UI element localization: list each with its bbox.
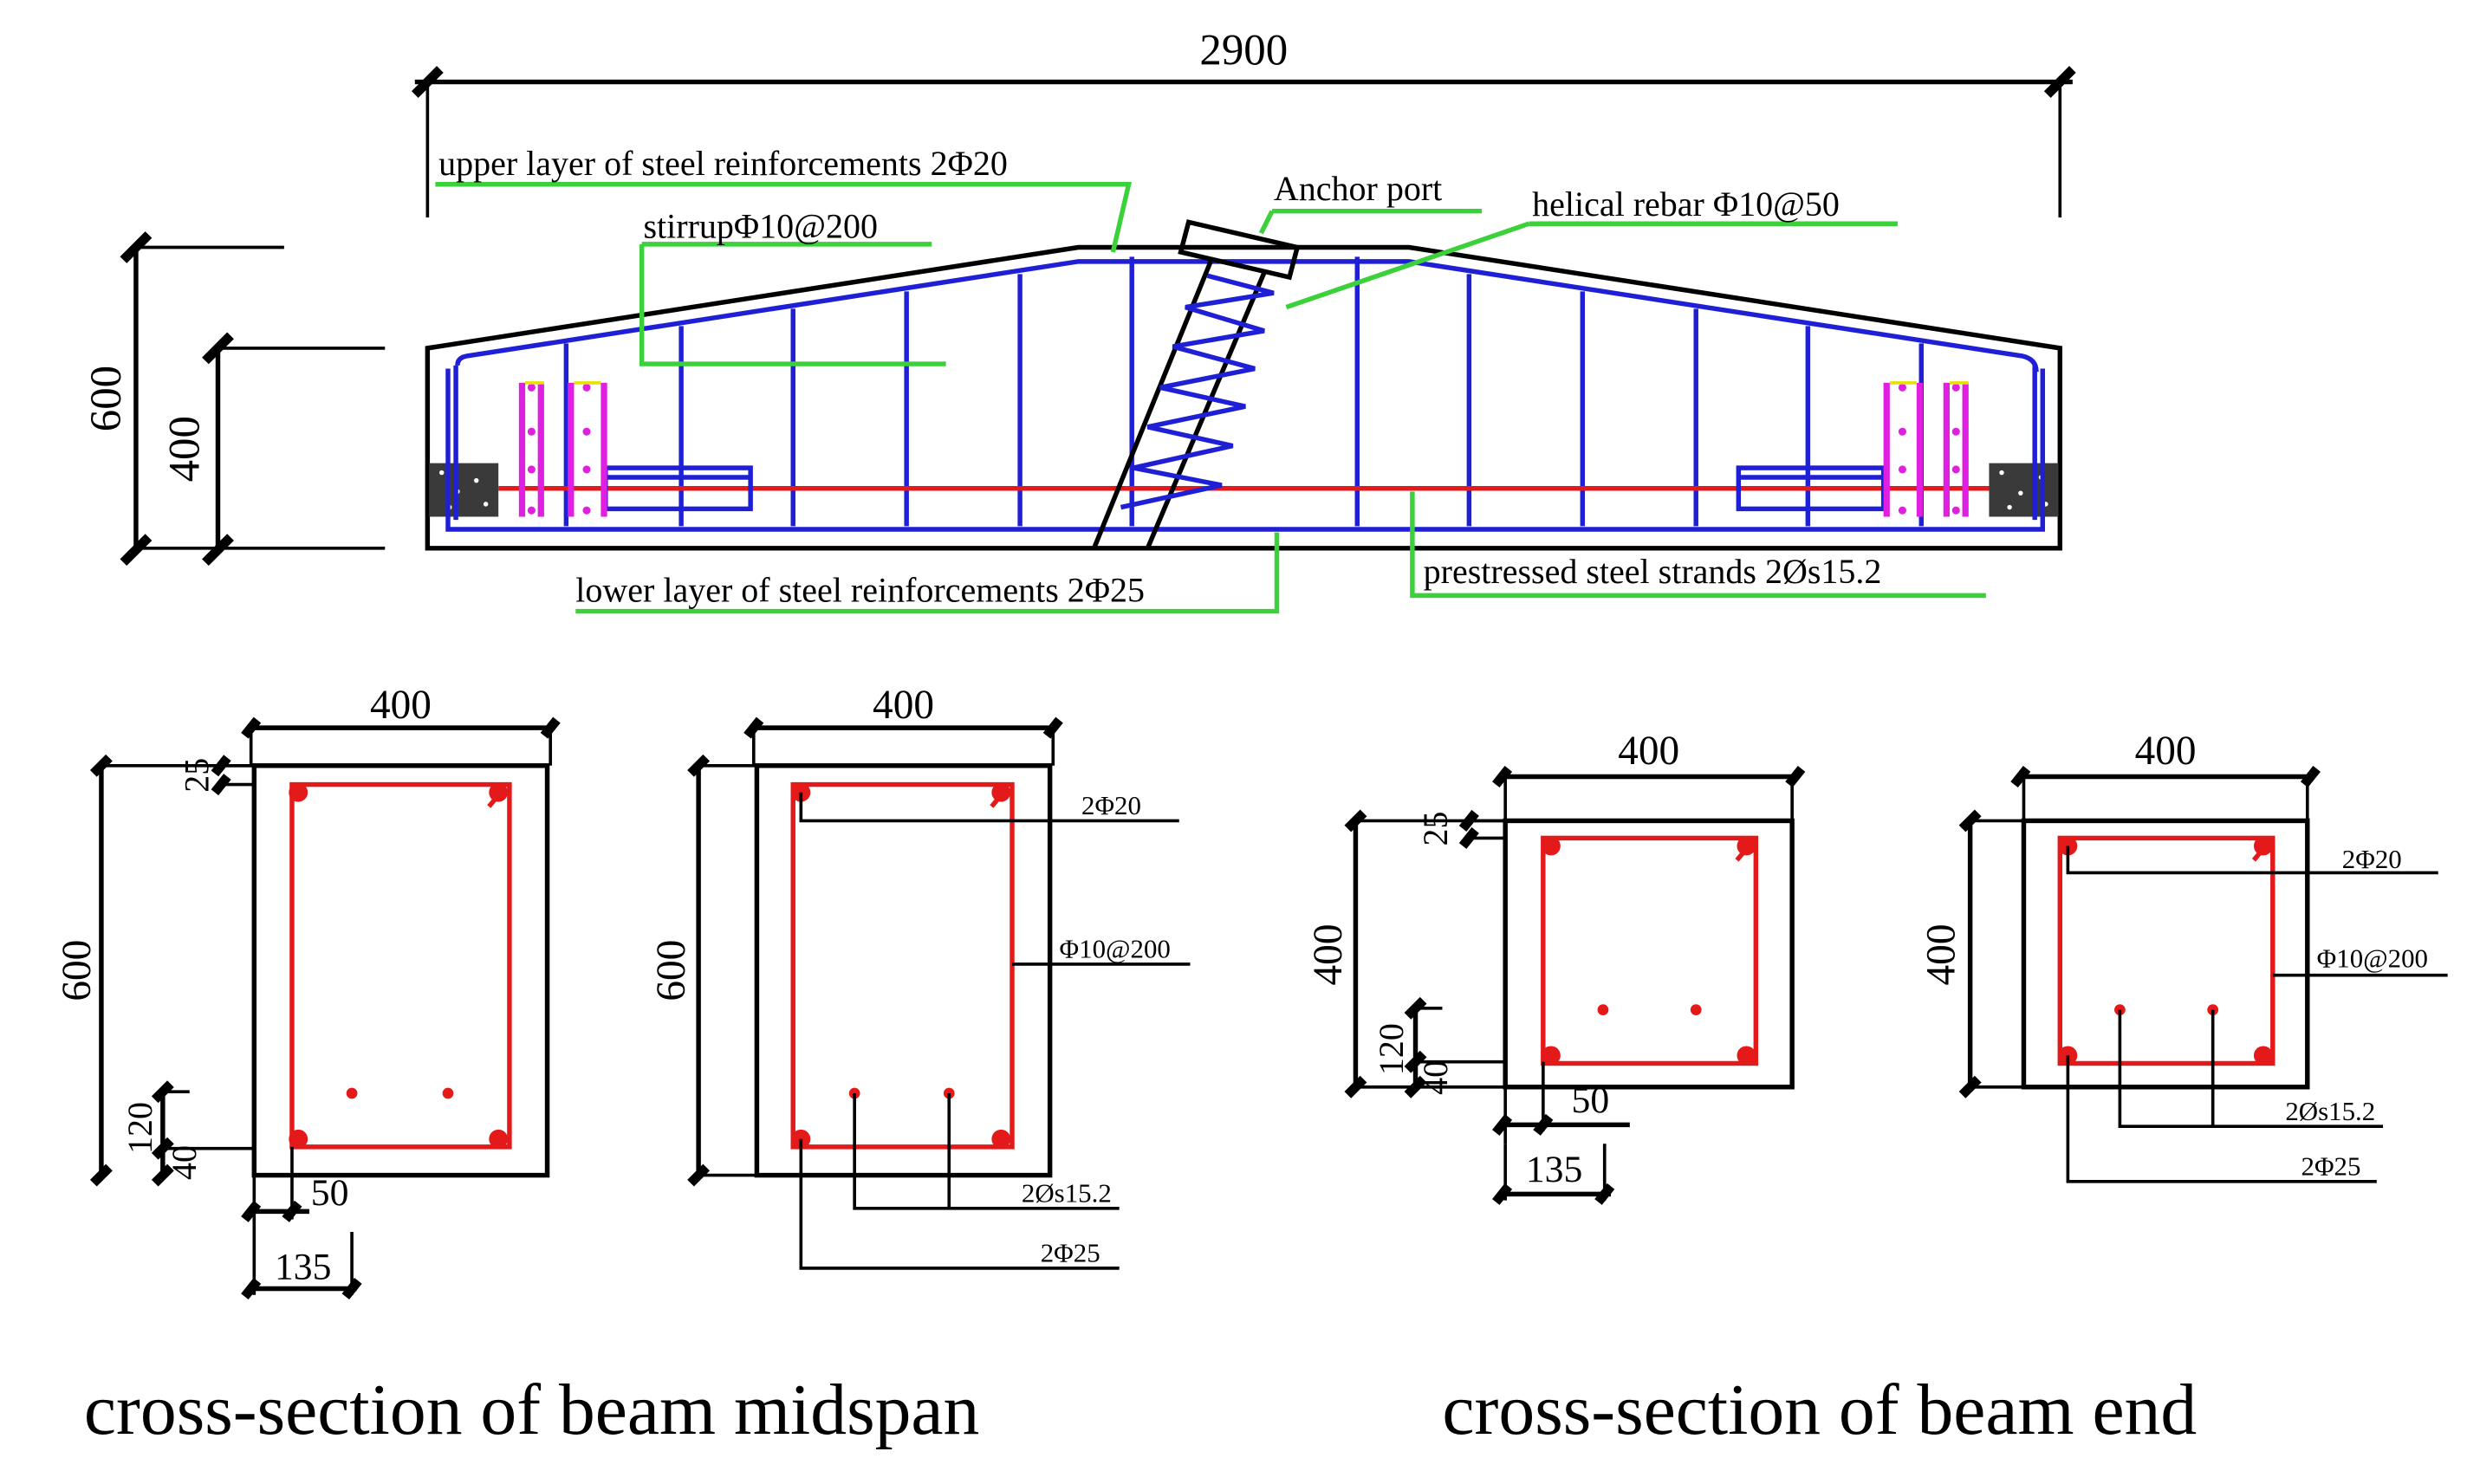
end-zone-rebar [518,382,1969,517]
end-strands-label: 2Øs15.2 [2285,1096,2375,1126]
midspan-b-concrete-outline [754,763,1053,1178]
midspan-dim-120: 120 [120,1102,159,1154]
midspan-b-height-label: 600 [649,940,694,1001]
end-block-left [429,463,499,517]
end-dim-50: 50 [1572,1079,1610,1121]
midspan-width-label: 400 [370,683,432,728]
end-caption: cross-section of beam end [1442,1370,2197,1450]
end-dim-135: 135 [1526,1149,1582,1190]
end-b-width-label: 400 [2135,729,2197,774]
midspan-top-bars-label: 2Φ20 [1081,790,1141,820]
end-concrete-outline [1503,818,1795,1090]
midspan-rebar-dots [289,782,509,1149]
midspan-cover-label: 25 [178,758,217,793]
end-b-rebar-dots [2058,836,2273,1066]
end-stirrup-outline [1541,835,1759,1066]
midspan-dim-135: 135 [275,1247,331,1288]
height-end-label: 400 [161,416,210,482]
end-section-labeled: 400 400 2Φ20 Φ10@200 2Øs15.2 2Φ25 [1918,729,2448,1183]
end-rebar-dots [1542,836,1756,1066]
midspan-concrete-outline [251,763,550,1178]
beam-outline [425,244,2063,551]
midspan-stirrup-outline [289,781,512,1150]
beam-elevation: 2900 600 400 [82,27,2076,614]
end-height-label: 400 [1306,924,1351,986]
midspan-stirrup-label: Φ10@200 [1060,934,1171,964]
end-top-bars-label: 2Φ20 [2342,844,2402,874]
strands-label: prestressed steel strands 2Øs15.2 [1424,552,1882,591]
end-width-label: 400 [1618,729,1679,774]
end-cover-label: 25 [1416,812,1455,846]
midspan-b-rebar-dots [791,782,1011,1149]
midspan-section-dimensioned: 400 600 25 120 40 50 [55,683,561,1300]
midspan-height-label: 600 [55,940,100,1001]
end-section-dimensioned: 400 400 25 120 40 50 [1306,729,1806,1205]
midspan-b-stirrup-outline [790,781,1015,1150]
stirrup-label: stirrupΦ10@200 [643,207,878,246]
midspan-b-width-label: 400 [873,683,934,728]
end-dim-120: 120 [1372,1023,1411,1075]
anchor-port-label: Anchor port [1274,169,1442,208]
total-length-dimension: 2900 [411,27,2076,217]
end-stirrup-label: Φ10@200 [2317,943,2428,974]
midspan-section-labeled: 400 600 2Φ20 Φ10@200 2Øs15.2 2Φ25 [649,683,1191,1270]
total-length-label: 2900 [1199,27,1288,75]
height-mid-label: 600 [82,366,131,431]
midspan-strands-label: 2Øs15.2 [1022,1177,1112,1208]
stirrups [445,256,2046,532]
midspan-bottom-bars-label: 2Φ25 [1041,1238,1100,1268]
helical-rebar [1120,273,1275,510]
end-dim-40: 40 [1416,1060,1455,1095]
lower-rebar-label: lower layer of steel reinforcements 2Φ25 [575,571,1145,610]
midspan-dim-40: 40 [165,1145,204,1180]
anchor-port [1092,219,1301,549]
end-bottom-bars-label: 2Φ25 [2301,1151,2361,1182]
midspan-caption: cross-section of beam midspan [84,1370,979,1450]
midspan-dim-50: 50 [311,1172,349,1214]
end-b-stirrup-outline [2057,835,2275,1066]
end-b-concrete-outline [2021,818,2310,1090]
end-block-right [1989,463,2059,517]
elevation-labels: upper layer of steel reinforcements 2Φ20… [435,144,1986,614]
end-zone-dots [527,383,1960,515]
upper-rebar-label: upper layer of steel reinforcements 2Φ20 [438,144,1008,183]
end-b-height-label: 400 [1918,924,1964,986]
height-dimensions: 600 400 [82,231,386,567]
helical-rebar-label: helical rebar Φ10@50 [1532,185,1840,224]
